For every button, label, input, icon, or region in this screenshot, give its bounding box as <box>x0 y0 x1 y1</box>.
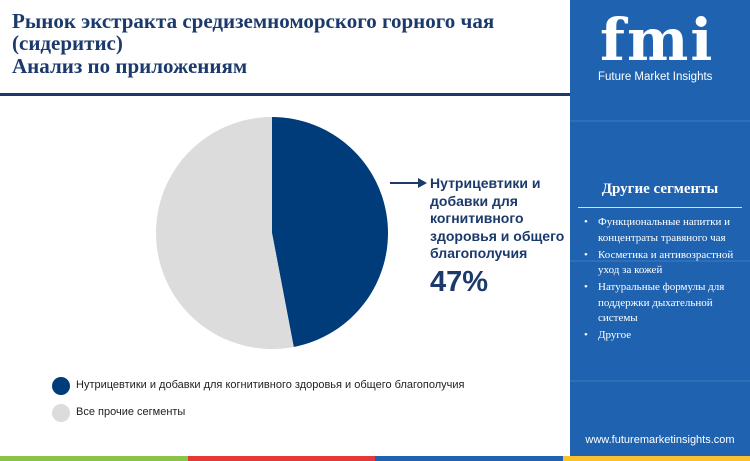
pie-chart <box>155 117 427 349</box>
title-subtitle: Анализ по приложениям <box>12 54 248 78</box>
legend-label-primary: Нутрицевтики и добавки для когнитивного … <box>76 379 465 391</box>
list-item: Другое <box>580 328 742 344</box>
pie-slices <box>155 117 388 349</box>
bottom-color-bar <box>0 456 750 461</box>
fmi-logo: fmi Future Market Insights <box>592 10 732 88</box>
legend-swatch-other <box>52 404 70 422</box>
title-divider <box>0 93 570 96</box>
callout-value: 47% <box>430 266 489 298</box>
sidebar-divider <box>578 207 742 208</box>
callout-arrow <box>390 178 427 188</box>
other-segments-list: Функциональные напитки и концентраты тра… <box>580 215 742 345</box>
title-main: Рынок экстракта средиземноморского горно… <box>12 9 495 55</box>
list-item: Функциональные напитки и концентраты тра… <box>580 215 742 246</box>
pie-slice-other <box>155 117 294 349</box>
other-segments-heading: Другие сегменты <box>601 181 719 197</box>
logo-text: Future Market Insights <box>598 71 713 83</box>
logo-mark: fmi <box>600 6 715 74</box>
list-item: Натуральные формулы для поддержки дыхате… <box>580 280 742 327</box>
chart-title: Рынок экстракта средиземноморского горно… <box>12 10 560 77</box>
website-link[interactable]: www.futuremarketinsights.com <box>585 434 735 446</box>
callout-label: Нутрицевтики и добавки для когнитивного … <box>430 175 565 261</box>
legend-swatch-primary <box>52 377 70 395</box>
sidebar-panel: fmi Future Market Insights Другие сегмен… <box>570 0 750 461</box>
legend-label-other: Все прочие сегменты <box>76 406 186 418</box>
list-item: Косметика и антивозрастной уход за кожей <box>580 248 742 279</box>
pie-slice-primary <box>272 117 388 347</box>
